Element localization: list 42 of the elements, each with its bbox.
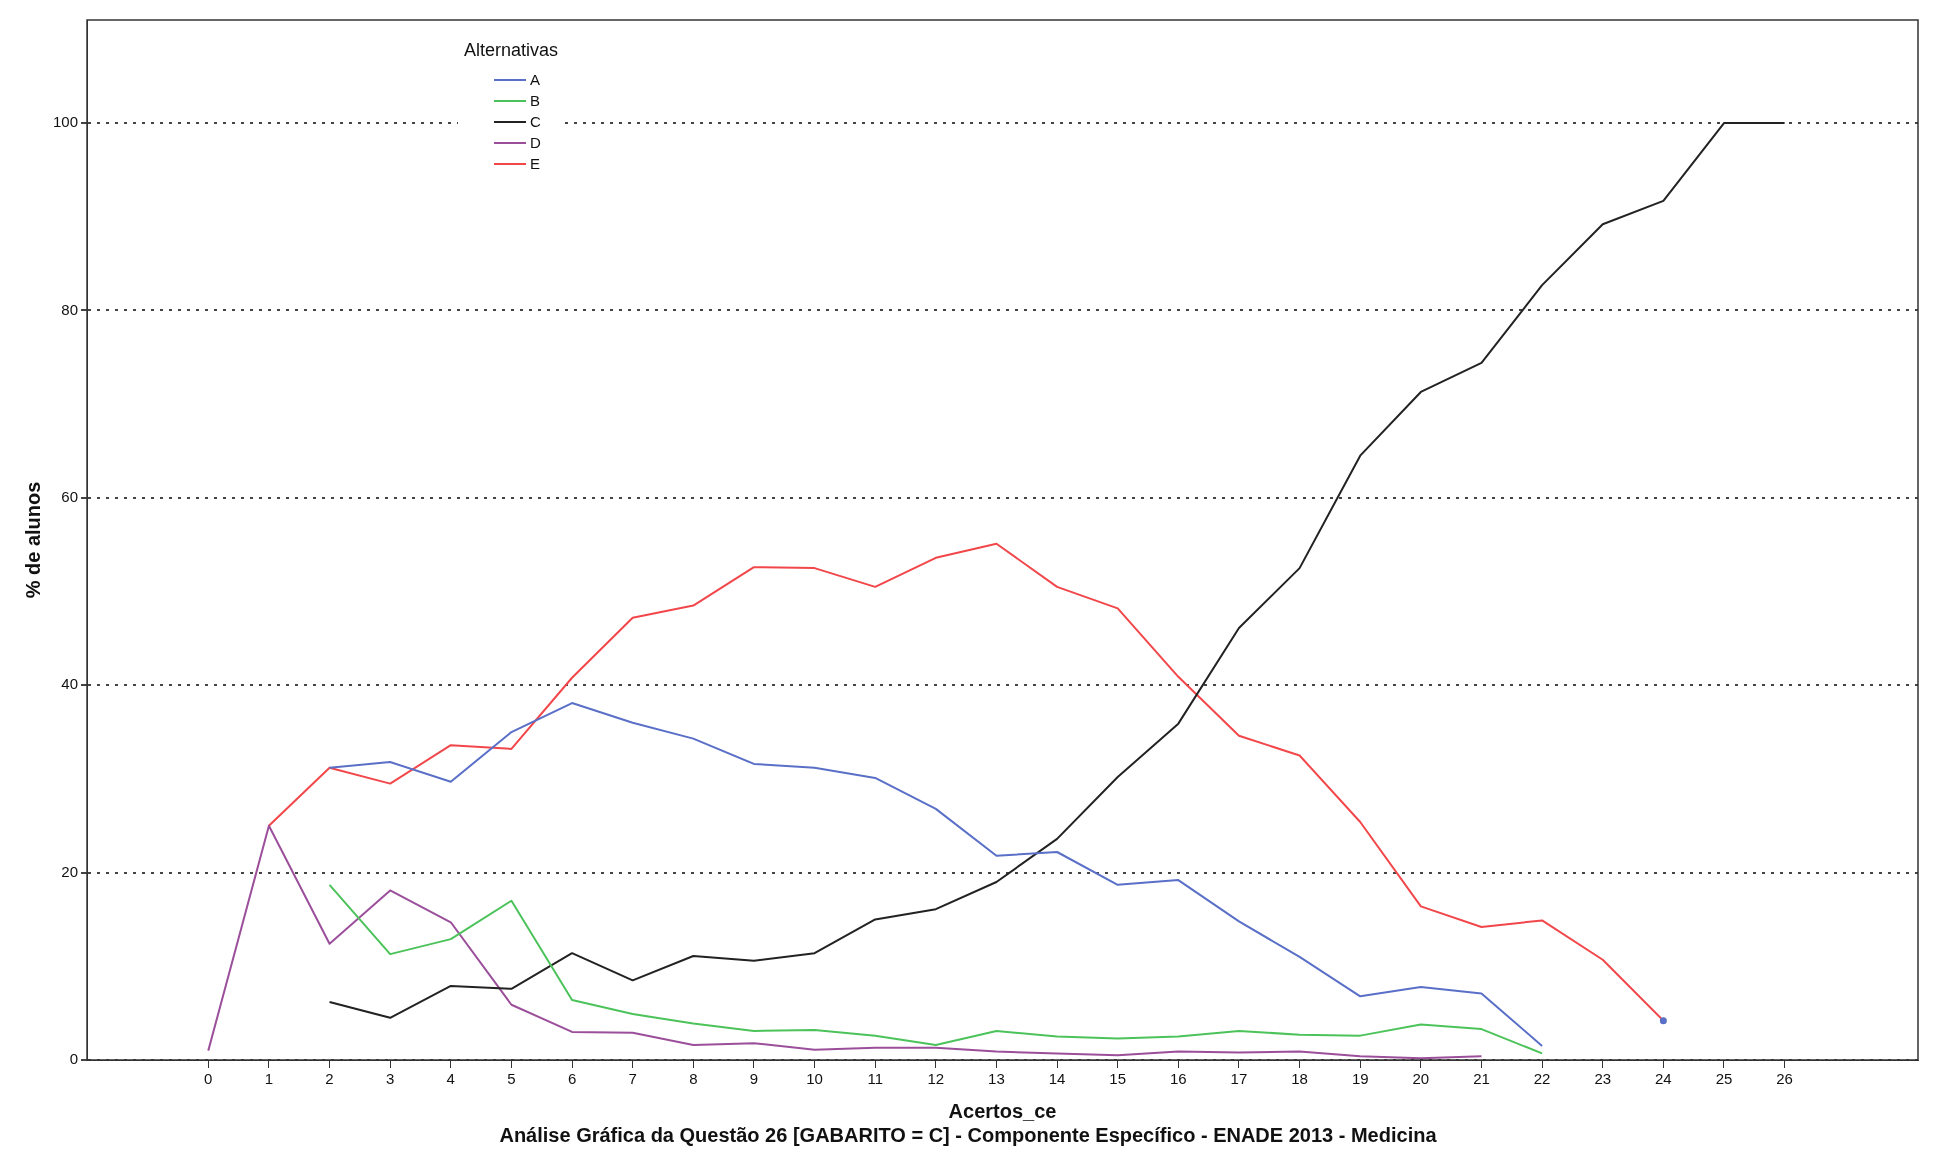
x-tick-label: 12 (927, 1070, 945, 1088)
x-tick-label: 18 (1291, 1070, 1308, 1088)
x-tick-label: 20 (1412, 1070, 1430, 1088)
x-tick-label: 0 (204, 1070, 213, 1088)
x-tick-label: 26 (1776, 1070, 1793, 1088)
x-tick-label: 9 (749, 1070, 759, 1088)
x-tick-label: 15 (1109, 1070, 1127, 1088)
x-tick-label: 25 (1715, 1070, 1733, 1088)
x-tick-label: 17 (1230, 1070, 1248, 1088)
x-tick-label: 13 (988, 1070, 1005, 1088)
x-tick-label: 3 (386, 1070, 395, 1088)
y-tick-label: 80 (61, 300, 79, 318)
text: Análise Gráfica da Questão 26 [GABARITO = C] - Componente Específico - ENADE 2013 - Medicina (499, 1123, 1438, 1146)
x-tick-label: 6 (567, 1070, 577, 1088)
x-tick-label: 10 (806, 1070, 823, 1088)
x-tick-label: 21 (1473, 1070, 1490, 1088)
x-tick-label: 24 (1655, 1070, 1672, 1088)
x-tick-label: 8 (689, 1070, 698, 1088)
x-tick-label: 1 (264, 1070, 274, 1088)
x-tick-label: 7 (628, 1070, 637, 1088)
y-tick-label: 40 (61, 675, 79, 693)
legend-label: E (530, 155, 541, 172)
x-tick-label: 16 (1169, 1070, 1187, 1088)
x-axis-title: Acertos_ce (948, 1099, 1057, 1122)
x-tick-label: 2 (325, 1070, 334, 1088)
legend-label: D (530, 134, 541, 151)
y-tick-label: 100 (53, 113, 79, 131)
x-tick-label: 22 (1533, 1070, 1551, 1088)
x-tick-label: 11 (867, 1070, 883, 1088)
y-tick-label: 0 (69, 1050, 79, 1068)
x-tick-label: 19 (1351, 1070, 1369, 1088)
legend-label: C (530, 113, 541, 130)
y-axis-title: % de alunos (21, 481, 44, 599)
y-tick-label: 20 (61, 862, 79, 880)
legend-label: B (530, 92, 541, 109)
y-tick-label: 60 (61, 487, 79, 505)
legend-title: Alternativas (464, 40, 559, 61)
legend-label: A (530, 71, 541, 88)
x-tick-label: 5 (507, 1070, 516, 1088)
x-tick-label: 14 (1048, 1070, 1066, 1088)
x-tick-label: 4 (446, 1070, 455, 1088)
x-tick-label: 23 (1594, 1070, 1612, 1088)
